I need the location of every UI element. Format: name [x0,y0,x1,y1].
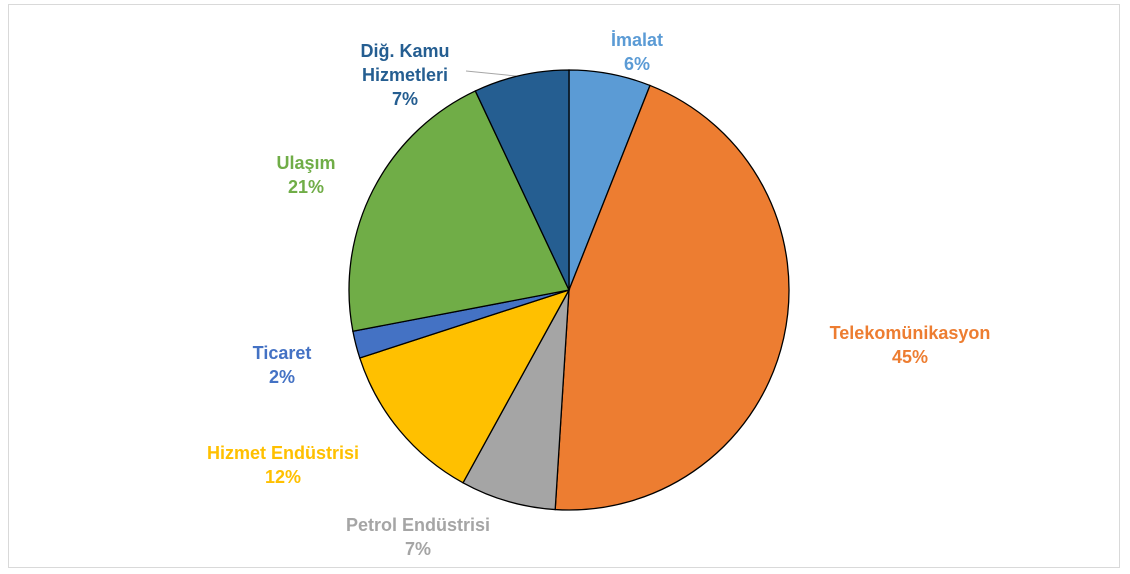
data-label: Petrol Endüstrisi 7% [346,513,490,561]
value-label: 12% [264,467,302,487]
pie-slice [348,90,570,332]
leader-line [465,70,517,77]
value-label: 6% [623,54,650,74]
category-label: Diğ. Kamu Hizmetleri [360,41,450,85]
data-label: Ticaret 2% [253,341,312,389]
category-label: Telekomünikasyon [829,323,991,343]
value-label: 2% [268,367,296,387]
category-label: Hizmet Endüstrisi [206,443,360,463]
category-label: İmalat [610,30,664,50]
pie-slice [474,69,570,291]
value-label: 45% [891,347,929,367]
data-label: Ulaşım 21% [276,151,335,199]
category-label: Petrol Endüstrisi [345,515,491,535]
pie-slice [358,288,571,484]
value-label: 21% [287,177,325,197]
chart-frame [8,4,1120,568]
data-label: Telekomünikasyon 45% [830,321,991,369]
data-label: Diğ. Kamu Hizmetleri 7% [340,39,470,111]
data-label: Hizmet Endüstrisi 12% [207,441,359,489]
value-label: 7% [404,539,431,559]
category-label: Ticaret [252,343,312,363]
data-label: İmalat 6% [611,28,663,76]
category-label: Ulaşım [276,153,336,173]
pie-slice [554,84,790,511]
value-label: 7% [391,89,418,109]
